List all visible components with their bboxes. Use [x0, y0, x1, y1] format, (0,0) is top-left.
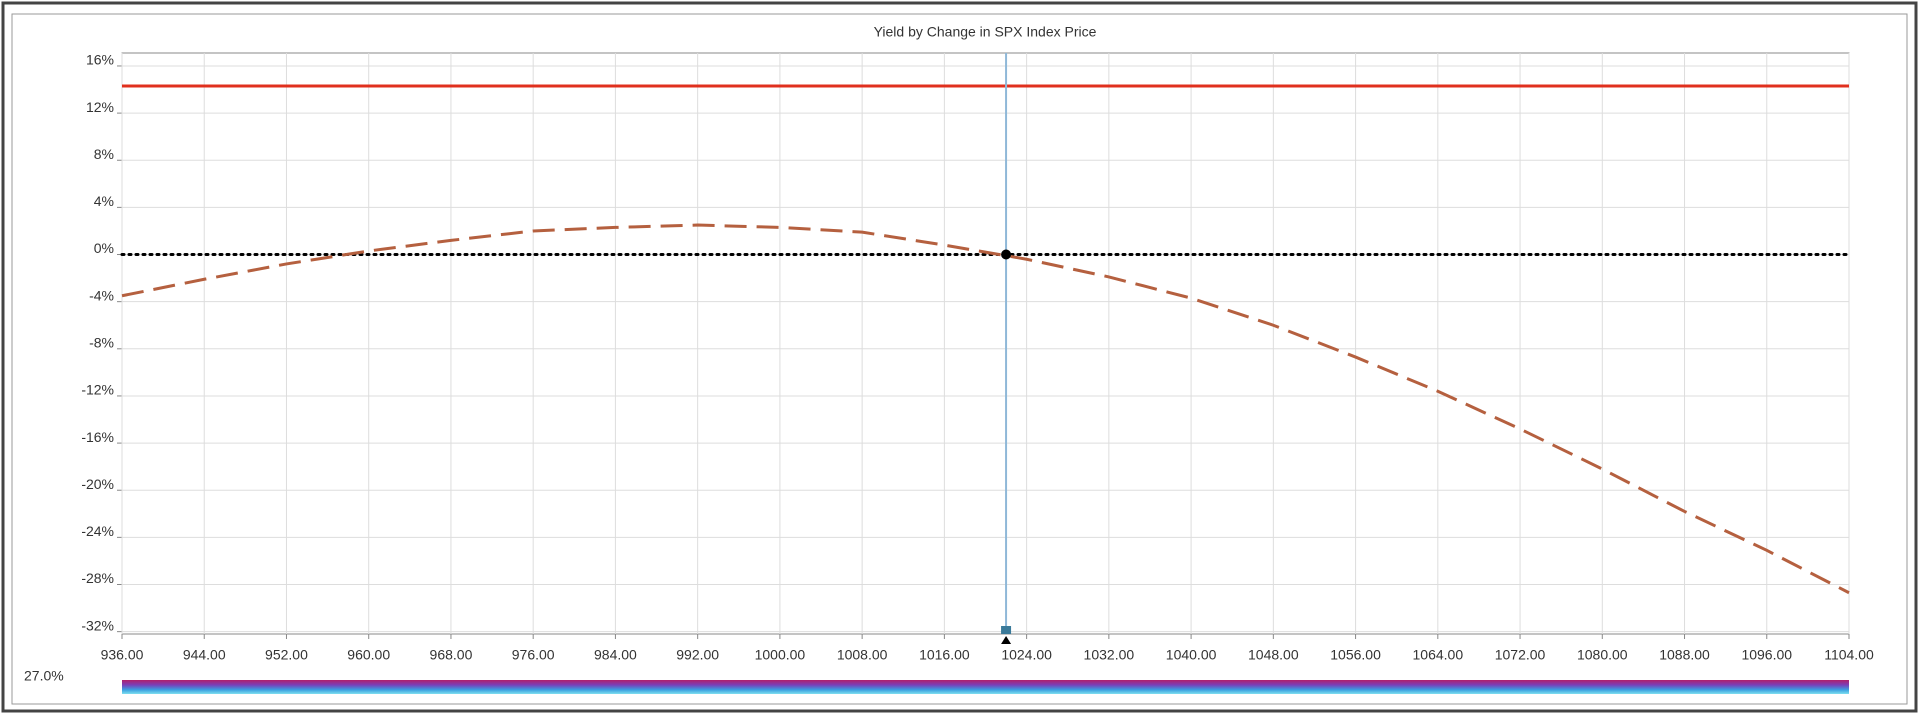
x-tick-label: 1056.00	[1330, 647, 1381, 663]
y-tick-label: -24%	[81, 523, 114, 539]
y-tick-label: -20%	[81, 476, 114, 492]
cursor-handle	[1001, 626, 1012, 634]
y-tick-label: -8%	[89, 335, 114, 351]
inner-frame	[11, 13, 1908, 705]
x-tick-label: 1032.00	[1084, 647, 1135, 663]
x-tick-label: 1072.00	[1495, 647, 1546, 663]
x-tick-label: 1008.00	[837, 647, 888, 663]
y-tick-label: 16%	[86, 52, 114, 68]
y-tick-label: 8%	[94, 146, 114, 162]
x-tick-label: 1088.00	[1659, 647, 1710, 663]
x-tick-label: 1080.00	[1577, 647, 1628, 663]
x-tick-label: 1000.00	[755, 647, 806, 663]
x-tick-label: 976.00	[512, 647, 555, 663]
y-tick-label: -32%	[81, 617, 114, 633]
y-tick-label: 0%	[94, 240, 114, 256]
y-tick-label: 4%	[94, 193, 114, 209]
x-tick-label: 984.00	[594, 647, 637, 663]
x-tick-label: 968.00	[430, 647, 473, 663]
x-tick-label: 1016.00	[919, 647, 970, 663]
x-tick-label: 992.00	[676, 647, 719, 663]
x-tick-label: 944.00	[183, 647, 226, 663]
x-tick-label: 952.00	[265, 647, 308, 663]
x-tick-label: 1096.00	[1741, 647, 1792, 663]
y-tick-label: -28%	[81, 570, 114, 586]
status-bar	[122, 680, 1849, 694]
cursor-arrow	[1001, 636, 1012, 644]
x-tick-label: 936.00	[101, 647, 144, 663]
y-tick-label: 12%	[86, 99, 114, 115]
x-tick-label: 1040.00	[1166, 647, 1217, 663]
y-tick-label: -12%	[81, 382, 114, 398]
x-tick-label: 1064.00	[1413, 647, 1464, 663]
x-tick-label: 1048.00	[1248, 647, 1299, 663]
x-tick-label: 1024.00	[1001, 647, 1052, 663]
series-line	[121, 223, 1850, 595]
status-label: 27.0%	[24, 668, 64, 684]
y-tick-label: -4%	[89, 287, 114, 303]
plot-area	[121, 52, 1850, 635]
x-tick-label: 1104.00	[1824, 647, 1874, 663]
chart-title: Yield by Change in SPX Index Price	[874, 24, 1097, 40]
y-tick-label: -16%	[81, 429, 114, 445]
x-tick-label: 960.00	[347, 647, 390, 663]
cursor-point	[1001, 249, 1012, 260]
